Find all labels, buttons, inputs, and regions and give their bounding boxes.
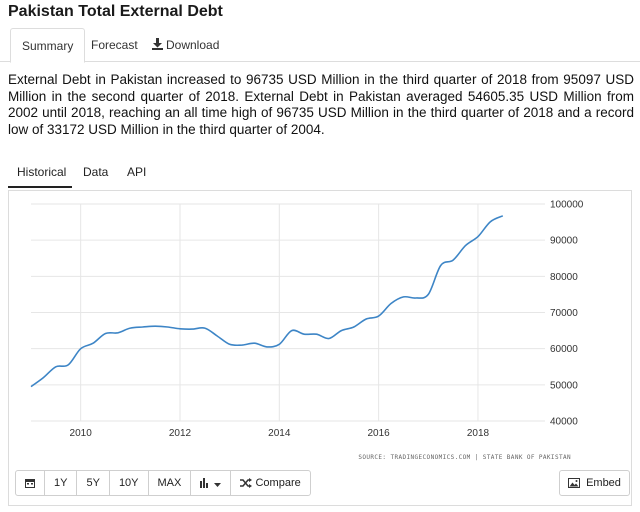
calendar-icon <box>25 477 35 489</box>
y-tick-label: 90000 <box>550 236 578 247</box>
tab-download[interactable]: Download <box>141 28 230 62</box>
embed-label: Embed <box>586 477 621 489</box>
x-tick-label: 2016 <box>368 428 391 439</box>
download-icon <box>152 29 163 63</box>
data-subtabs: Historical Data API <box>0 158 640 188</box>
x-tick-label: 2014 <box>268 428 291 439</box>
y-tick-label: 50000 <box>550 380 578 391</box>
compare-label: Compare <box>255 477 301 489</box>
summary-description: External Debt in Pakistan increased to 9… <box>8 72 634 137</box>
range-1y-button[interactable]: 1Y <box>45 471 78 495</box>
y-tick-label: 60000 <box>550 344 578 355</box>
compare-button[interactable]: Compare <box>231 471 309 495</box>
x-tick-label: 2018 <box>467 428 490 439</box>
series-line <box>30 215 504 388</box>
y-tick-label: 100000 <box>550 200 584 211</box>
subtab-data[interactable]: Data <box>83 165 109 179</box>
chart-panel: 100000 90000 80000 70000 60000 50000 40000 2010… <box>8 190 632 506</box>
line-chart: 100000 90000 80000 70000 60000 50000 40000 2010… <box>30 200 584 461</box>
section-tabs: Summary Forecast Download <box>0 28 640 63</box>
bar-chart-icon <box>200 477 214 489</box>
subtab-historical[interactable]: Historical <box>8 158 72 188</box>
caret-down-icon <box>214 477 222 489</box>
tab-summary[interactable]: Summary <box>10 28 86 63</box>
y-tick-label: 40000 <box>550 417 578 428</box>
range-toolbar: 1Y 5Y 10Y MAX <box>15 470 311 496</box>
range-max-button[interactable]: MAX <box>149 471 192 495</box>
chart-type-button[interactable] <box>191 471 232 495</box>
calendar-button[interactable] <box>16 471 45 495</box>
source-text: SOURCE: TRADINGECONOMICS.COM | STATE BAN… <box>358 454 571 461</box>
tab-download-label: Download <box>166 38 220 52</box>
range-10y-button[interactable]: 10Y <box>110 471 149 495</box>
shuffle-icon <box>240 477 255 489</box>
subtab-api[interactable]: API <box>127 165 147 179</box>
x-tick-label: 2010 <box>70 428 93 439</box>
y-tick-label: 70000 <box>550 308 578 319</box>
image-icon <box>568 477 586 489</box>
tab-forecast[interactable]: Forecast <box>91 38 138 52</box>
page-title: Pakistan Total External Debt <box>8 3 223 20</box>
embed-button[interactable]: Embed <box>559 470 630 496</box>
y-tick-label: 80000 <box>550 272 578 283</box>
range-5y-button[interactable]: 5Y <box>77 471 110 495</box>
x-tick-label: 2012 <box>169 428 192 439</box>
